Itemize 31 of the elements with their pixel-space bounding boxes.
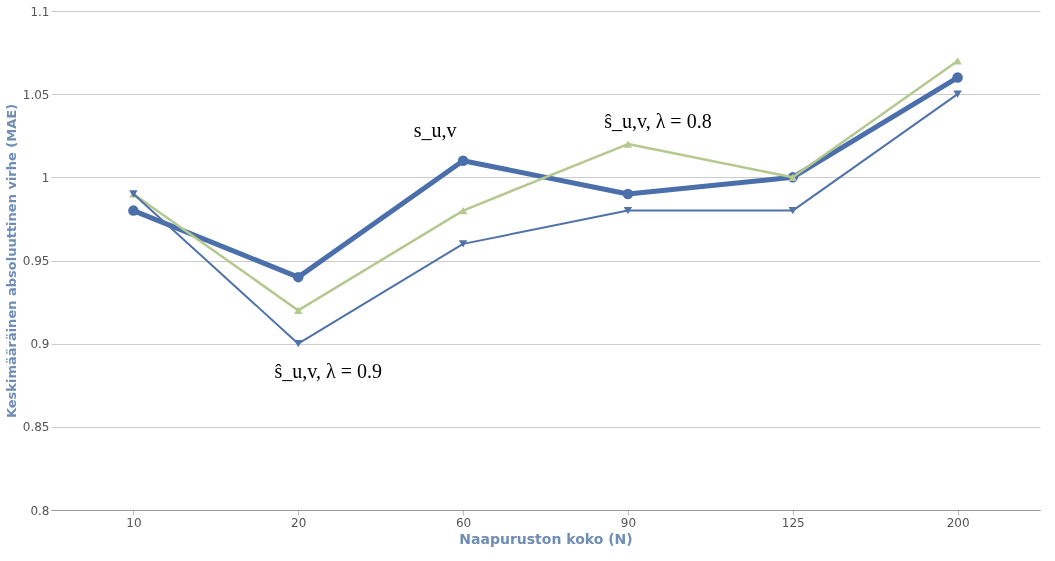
point [458, 206, 468, 215]
y-tick-label: 1.1 [30, 4, 50, 19]
x-tick-label: 60 [455, 515, 472, 530]
series-label: ŝ_u,v, λ = 0.8 [604, 110, 712, 133]
point [294, 306, 303, 315]
point [623, 206, 633, 215]
point [458, 240, 468, 248]
y-tick-label: 0.8 [30, 503, 50, 518]
point [294, 340, 303, 348]
series-label: ŝ_u,v, λ = 0.9 [274, 359, 382, 382]
y-tick-label: 0.85 [22, 420, 50, 435]
y-axis-title: Keskimääräinen absoluuttinen virhe (MAE) [3, 103, 19, 419]
x-tick-label: 10 [126, 515, 142, 530]
x-tick-label: 125 [781, 515, 805, 530]
point [953, 57, 962, 65]
point [623, 140, 633, 148]
x-axis-title: Naapuruston koko (N) [459, 530, 633, 547]
point [128, 205, 139, 216]
point [952, 72, 963, 83]
x-tick-label: 20 [291, 515, 307, 530]
point [457, 155, 469, 166]
point [788, 206, 797, 215]
point [293, 271, 304, 283]
x-tick-label: 90 [620, 515, 637, 530]
y-tick-label: 1 [41, 170, 50, 185]
y-tick-label: 0.9 [30, 337, 50, 352]
y-tick-label: 0.95 [22, 254, 50, 268]
series-label: s_u,v [413, 118, 457, 141]
point [622, 188, 634, 200]
x-tick-label: 200 [946, 515, 970, 530]
y-tick-label: 1.05 [22, 87, 50, 102]
